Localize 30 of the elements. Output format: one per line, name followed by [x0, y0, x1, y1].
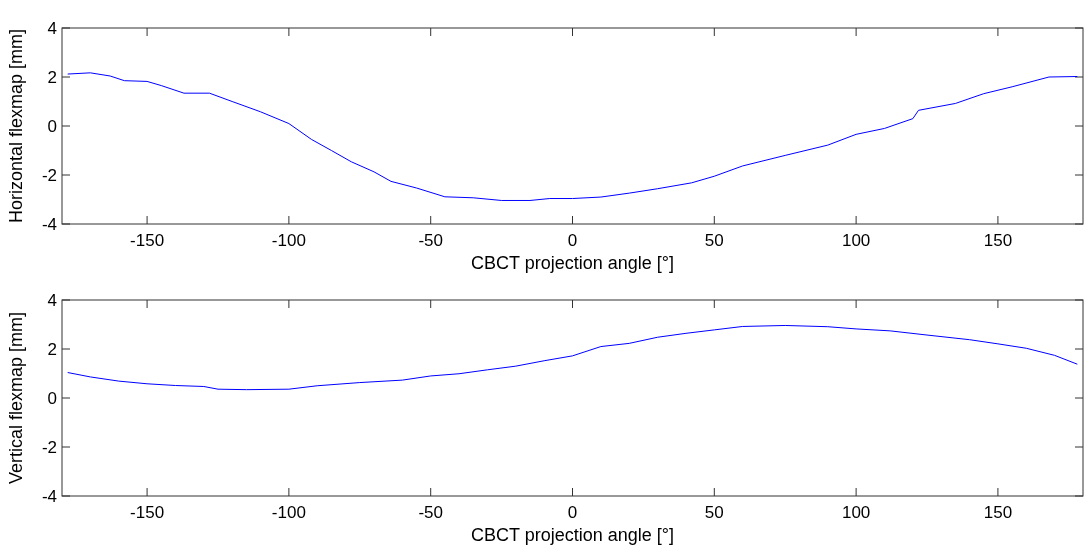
x-tick-label: 0: [567, 231, 578, 250]
x-tick-label: 50: [704, 503, 724, 522]
x-tick-label: 150: [983, 503, 1013, 522]
y-tick-label: 0: [47, 117, 57, 136]
x-tick-label: 150: [983, 231, 1013, 250]
x-tick-label: -100: [271, 231, 306, 250]
y-tick-label: 4: [47, 19, 57, 38]
x-tick-label: -150: [130, 231, 165, 250]
x-tick-label: -150: [130, 503, 165, 522]
line-series: [67, 324, 1078, 391]
y-tick-label: 2: [47, 340, 57, 359]
line-series: [67, 72, 1078, 201]
y-tick-label: -2: [41, 438, 57, 457]
x-axis-title: CBCT projection angle [°]: [471, 525, 674, 545]
y-tick-label: 4: [47, 291, 57, 310]
y-axis-title: Horizontal flexmap [mm]: [6, 28, 26, 224]
x-tick-label: 0: [567, 503, 578, 522]
y-tick-label: 0: [47, 389, 57, 408]
y-tick-label: -2: [41, 166, 57, 185]
x-tick-label: -50: [418, 503, 443, 522]
x-axis-title: CBCT projection angle [°]: [471, 253, 674, 273]
y-tick-label: -4: [41, 487, 57, 506]
x-tick-label: -100: [271, 503, 306, 522]
x-tick-label: -50: [418, 231, 443, 250]
x-tick-label: 50: [704, 231, 724, 250]
y-tick-label: 2: [47, 68, 57, 87]
y-axis-title: Vertical flexmap [mm]: [6, 311, 26, 485]
y-tick-label: -4: [41, 215, 57, 234]
x-tick-label: 100: [841, 503, 871, 522]
x-tick-label: 100: [841, 231, 871, 250]
